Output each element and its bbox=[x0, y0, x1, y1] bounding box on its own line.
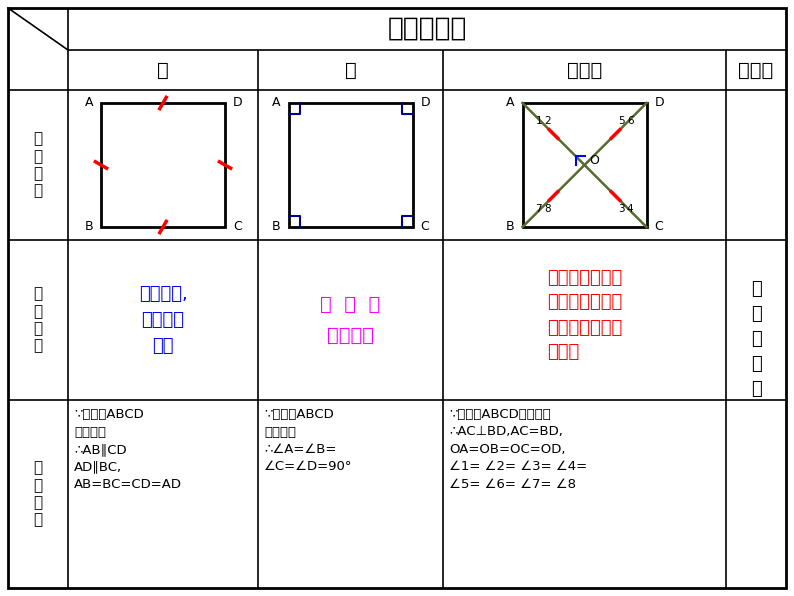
Text: ∵四边形ABCD
是正方形
∴∠A=∠B=
∠C=∠D=90°: ∵四边形ABCD 是正方形 ∴∠A=∠B= ∠C=∠D=90° bbox=[264, 408, 353, 473]
Bar bbox=[101, 103, 225, 227]
Text: 正方形性质: 正方形性质 bbox=[387, 16, 467, 42]
Text: D: D bbox=[421, 97, 430, 110]
Text: D: D bbox=[233, 97, 243, 110]
Text: 6: 6 bbox=[627, 116, 634, 126]
Text: ∵四边形ABCD
是正方形
∴AB∥CD
AD∥BC,
AB=BC=CD=AD: ∵四边形ABCD 是正方形 ∴AB∥CD AD∥BC, AB=BC=CD=AD bbox=[74, 408, 182, 491]
Text: 轴
对
称
图
形: 轴 对 称 图 形 bbox=[750, 280, 761, 398]
Text: 7: 7 bbox=[535, 204, 542, 214]
Text: A: A bbox=[272, 97, 280, 110]
Text: 对角线互相垂直
平分且相等，每
条对角线平分一
组对角: 对角线互相垂直 平分且相等，每 条对角线平分一 组对角 bbox=[547, 269, 622, 362]
Text: 对边平行,
四条边都
相等: 对边平行, 四条边都 相等 bbox=[139, 285, 187, 355]
Text: C: C bbox=[233, 221, 241, 234]
Text: 角: 角 bbox=[345, 61, 357, 79]
Text: 对称性: 对称性 bbox=[738, 61, 773, 79]
Text: 边: 边 bbox=[157, 61, 169, 79]
Text: O: O bbox=[590, 154, 599, 166]
Text: C: C bbox=[654, 221, 663, 234]
Text: 图
形
语
言: 图 形 语 言 bbox=[33, 131, 43, 198]
Text: 对角线: 对角线 bbox=[567, 61, 602, 79]
Text: 四  个  角
都是直角: 四 个 角 都是直角 bbox=[320, 295, 380, 345]
Text: A: A bbox=[84, 97, 93, 110]
Text: 1: 1 bbox=[535, 116, 542, 126]
Text: 4: 4 bbox=[627, 204, 634, 214]
Text: B: B bbox=[272, 221, 280, 234]
Bar bbox=[522, 103, 646, 227]
Text: C: C bbox=[421, 221, 430, 234]
Text: 5: 5 bbox=[618, 116, 625, 126]
Text: 8: 8 bbox=[545, 204, 551, 214]
Text: 3: 3 bbox=[618, 204, 625, 214]
Text: 符
号
语
言: 符 号 语 言 bbox=[33, 460, 43, 527]
Text: ∵四边形ABCD是正方形
∴AC⊥BD,AC=BD,
OA=OB=OC=OD,
∠1= ∠2= ∠3= ∠4=
∠5= ∠6= ∠7= ∠8: ∵四边形ABCD是正方形 ∴AC⊥BD,AC=BD, OA=OB=OC=OD, … bbox=[449, 408, 587, 491]
Text: B: B bbox=[506, 221, 515, 234]
Text: A: A bbox=[506, 97, 515, 110]
Text: 文
字
语
言: 文 字 语 言 bbox=[33, 287, 43, 353]
Text: B: B bbox=[84, 221, 93, 234]
Bar bbox=[288, 103, 413, 227]
Text: 2: 2 bbox=[545, 116, 551, 126]
Text: D: D bbox=[654, 97, 664, 110]
